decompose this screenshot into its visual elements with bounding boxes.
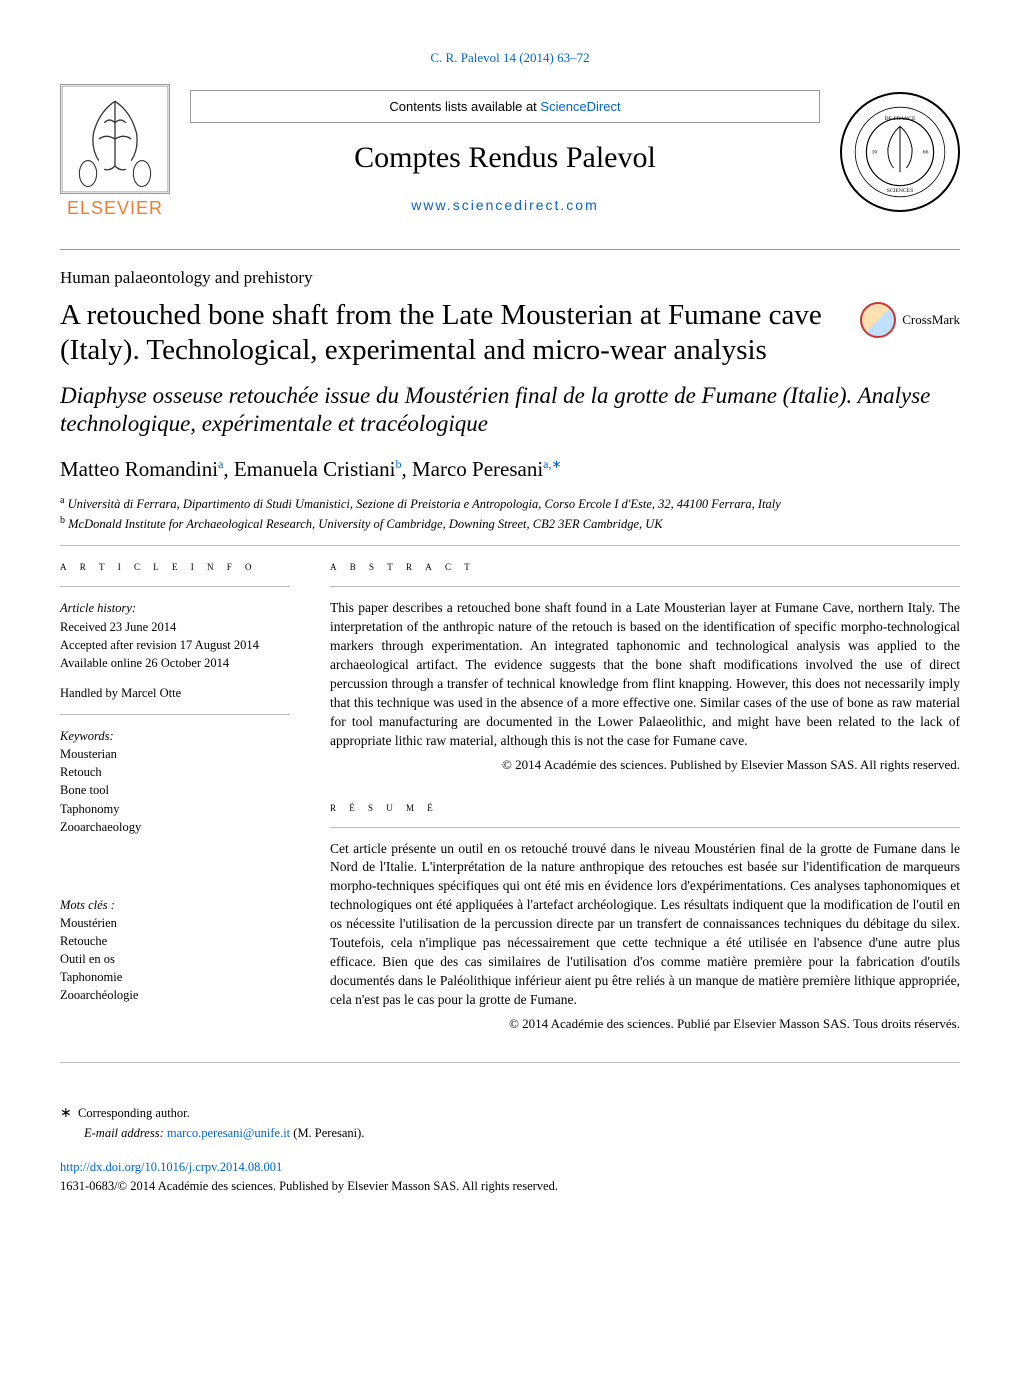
online-date: Available online 26 October 2014: [60, 654, 290, 672]
email-label: E-mail address:: [84, 1126, 167, 1140]
article-title: A retouched bone shaft from the Late Mou…: [60, 298, 840, 368]
contents-available-box: Contents lists available at ScienceDirec…: [190, 90, 820, 123]
svg-text:SCIENCES: SCIENCES: [887, 188, 913, 194]
crossmark-badge[interactable]: CrossMark: [860, 302, 960, 338]
journal-banner: ELSEVIER Contents lists available at Sci…: [60, 84, 960, 219]
abstract-column: a b s t r a c t This paper describes a r…: [330, 558, 960, 1031]
affiliations: a Università di Ferrara, Dipartimento di…: [60, 494, 960, 533]
article-info-column: a r t i c l e i n f o Article history: R…: [60, 558, 290, 1031]
keyword: Mousterian: [60, 745, 290, 763]
crossmark-icon: [860, 302, 896, 338]
keyword: Zooarchaeology: [60, 818, 290, 836]
svg-text:16: 16: [872, 149, 878, 155]
abstract-copyright: © 2014 Académie des sciences. Published …: [330, 757, 960, 773]
sciencedirect-url[interactable]: www.sciencedirect.com: [190, 197, 820, 213]
svg-text:DE FRANCE: DE FRANCE: [885, 116, 917, 122]
divider: [60, 545, 960, 546]
article-subtitle: Diaphyse osseuse retouchée issue du Mous…: [60, 382, 960, 440]
abstract-text: This paper describes a retouched bone sh…: [330, 599, 960, 750]
resume-text: Cet article présente un outil en os reto…: [330, 840, 960, 1010]
svg-text:66: 66: [923, 149, 929, 155]
email-author-name: (M. Peresani).: [290, 1126, 364, 1140]
abstract-heading: a b s t r a c t: [330, 558, 960, 574]
elsevier-wordmark: ELSEVIER: [60, 198, 170, 219]
authors: Matteo Romandinia, Emanuela Cristianib, …: [60, 457, 960, 482]
footer: ∗ Corresponding author. E-mail address: …: [60, 1103, 960, 1196]
keyword: Taphonomy: [60, 800, 290, 818]
author-email[interactable]: marco.peresani@unife.it: [167, 1126, 290, 1140]
mot-cle: Outil en os: [60, 950, 290, 968]
resume-heading: r é s u m é: [330, 799, 960, 815]
divider: [330, 827, 960, 828]
divider: [60, 249, 960, 250]
sciencedirect-link[interactable]: ScienceDirect: [540, 99, 620, 114]
keywords-block: Keywords: MousterianRetouchBone toolTaph…: [60, 727, 290, 836]
content-columns: a r t i c l e i n f o Article history: R…: [60, 558, 960, 1031]
resume-copyright: © 2014 Académie des sciences. Publié par…: [330, 1016, 960, 1032]
corresponding-author: ∗ Corresponding author.: [60, 1103, 960, 1124]
keyword: Retouch: [60, 763, 290, 781]
divider: [60, 714, 290, 715]
mots-cles-block: Mots clés : MoustérienRetoucheOutil en o…: [60, 896, 290, 1005]
divider: [60, 586, 290, 587]
mot-cle: Retouche: [60, 932, 290, 950]
doi-link[interactable]: http://dx.doi.org/10.1016/j.crpv.2014.08…: [60, 1158, 960, 1177]
crossmark-label: CrossMark: [902, 312, 960, 328]
mot-cle: Taphonomie: [60, 968, 290, 986]
divider: [330, 586, 960, 587]
issn-copyright: 1631-0683/© 2014 Académie des sciences. …: [60, 1177, 960, 1196]
mot-cle: Zooarchéologie: [60, 986, 290, 1004]
accepted-date: Accepted after revision 17 August 2014: [60, 636, 290, 654]
email-line: E-mail address: marco.peresani@unife.it …: [60, 1124, 960, 1143]
keywords-label: Keywords:: [60, 727, 290, 745]
title-row: A retouched bone shaft from the Late Mou…: [60, 298, 960, 368]
affiliation-b: b McDonald Institute for Archaeological …: [60, 514, 960, 534]
divider: [60, 1062, 960, 1063]
article-history: Article history: Received 23 June 2014 A…: [60, 599, 290, 672]
journal-name: Comptes Rendus Palevol: [190, 141, 820, 175]
keyword: Bone tool: [60, 781, 290, 799]
elsevier-tree-icon: [60, 84, 170, 194]
article-info-heading: a r t i c l e i n f o: [60, 558, 290, 574]
academy-seal-icon: DE FRANCE SCIENCES 16 66: [840, 92, 960, 212]
banner-center: Contents lists available at ScienceDirec…: [190, 90, 820, 213]
mot-cle: Moustérien: [60, 914, 290, 932]
section-label: Human palaeontology and prehistory: [60, 268, 960, 288]
mots-cles-label: Mots clés :: [60, 896, 290, 914]
contents-prefix: Contents lists available at: [389, 99, 540, 114]
history-label: Article history:: [60, 599, 290, 617]
received-date: Received 23 June 2014: [60, 618, 290, 636]
affiliation-a: a Università di Ferrara, Dipartimento di…: [60, 494, 960, 514]
elsevier-logo[interactable]: ELSEVIER: [60, 84, 170, 219]
handled-by: Handled by Marcel Otte: [60, 684, 290, 702]
citation-header: C. R. Palevol 14 (2014) 63–72: [60, 50, 960, 66]
